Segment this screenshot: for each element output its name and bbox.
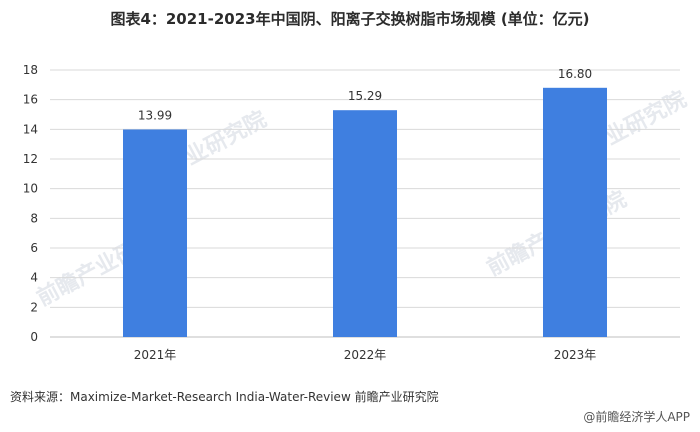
footer-brand: @前瞻经济学人APP — [583, 410, 690, 424]
chart-title: 图表4：2021-2023年中国阴、阳离子交换树脂市场规模 (单位：亿元) — [110, 10, 590, 28]
bar — [543, 87, 607, 337]
y-tick-label: 6 — [30, 241, 38, 255]
y-tick-label: 4 — [30, 271, 38, 285]
data-label: 15.29 — [348, 89, 382, 103]
y-tick-label: 18 — [23, 63, 38, 77]
bars-group — [123, 87, 607, 337]
y-tick-label: 8 — [30, 211, 38, 225]
y-tick-label: 2 — [30, 300, 38, 314]
x-tick-label: 2021年 — [134, 348, 177, 362]
y-tick-label: 16 — [23, 93, 38, 107]
bar — [333, 110, 397, 337]
data-label: 13.99 — [138, 108, 172, 122]
x-tick-label: 2023年 — [554, 348, 597, 362]
data-label: 16.80 — [558, 67, 592, 81]
y-tick-label: 10 — [23, 182, 38, 196]
y-tick-label: 14 — [23, 122, 38, 136]
x-tick-label: 2022年 — [344, 348, 387, 362]
y-tick-label: 0 — [30, 330, 38, 344]
bar — [123, 129, 187, 337]
labels-group: 0 2 4 6 8 10 12 14 16 18 13.99 2021年 15.29 2022年 16.80… — [23, 63, 597, 362]
y-tick-label: 12 — [23, 152, 38, 166]
source-note: 资料来源：Maximize-Market-Research India-Wate… — [10, 390, 439, 404]
